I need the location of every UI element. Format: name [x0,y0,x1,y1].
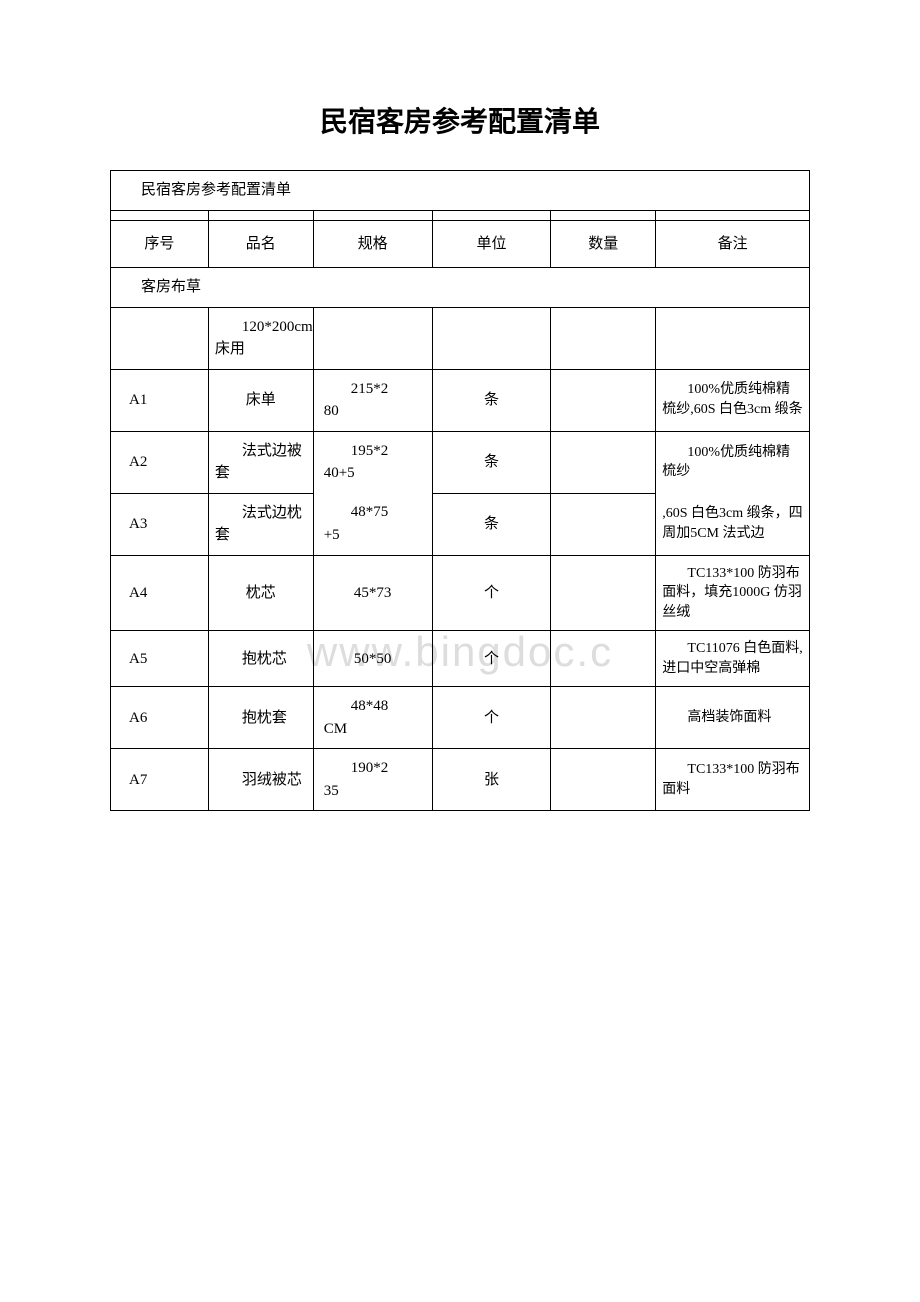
seq-cell: A4 [111,555,209,631]
note-rest: 装饰面料 [715,710,771,725]
qty-cell [551,555,656,631]
note-line1: TC13 [662,760,719,780]
section-cell: 客房布草 [111,268,810,308]
note-cell: 100%优质纯棉精梳纱 [656,431,810,493]
unit-cell: 条 [432,431,551,493]
table-title-cell: 民宿客房参考配置清单 [111,171,810,211]
qty-cell [551,687,656,749]
spec-cell: 48*48 CM [313,687,432,749]
note-line1: 100% [662,380,720,400]
section-row: 客房布草 [111,268,810,308]
header-seq: 序号 [111,220,209,268]
seq-cell: A7 [111,749,209,811]
name-cell: 法式边被套 [208,431,313,493]
note-line1: 高档 [662,708,715,728]
empty-cell [432,307,551,369]
note-cell: TC11076 白色面料,进口中空高弹棉 [656,631,810,687]
name-cell: 羽绒被芯 [208,749,313,811]
header-note: 备注 [656,220,810,268]
table-container: 民宿客房参考配置清单 序号 品名 规格 单位 数量 备注 客房布草 120*20… [110,170,810,811]
unit-cell: 张 [432,749,551,811]
unit-cell: 条 [432,369,551,431]
spec-line1: 48*48 [324,695,426,718]
spec-cell: 190*2 35 [313,749,432,811]
spacer-cell [111,210,209,220]
note-cell: ,60S 白色3cm 缎条，四周加5CM 法式边 [656,493,810,555]
spec-cell: 50*50 [313,631,432,687]
spec-line2: 35 [324,783,339,799]
spec-line2: 40+5 [324,465,355,481]
spec-line1: 190*2 [324,757,426,780]
spacer-cell [432,210,551,220]
seq-cell: A2 [111,431,209,493]
table-row: A2 法式边被套 195*2 40+5 条 100%优质纯棉精梳纱 [111,431,810,493]
seq-cell: A1 [111,369,209,431]
empty-cell [656,307,810,369]
header-unit: 单位 [432,220,551,268]
empty-cell [313,307,432,369]
subsection-cell: 120*200cm 床用 [208,307,313,369]
spec-line1: 215*2 [324,378,426,401]
table-row: A1 床单 215*2 80 条 100%优质纯棉精梳纱,60S 白色3cm 缎条 [111,369,810,431]
table-row: A5 抱枕芯 50*50 个 TC11076 白色面料,进口中空高弹棉 [111,631,810,687]
seq-cell: A5 [111,631,209,687]
unit-cell: 条 [432,493,551,555]
header-qty: 数量 [551,220,656,268]
table-title-row: 民宿客房参考配置清单 [111,171,810,211]
spec-cell: 48*75 +5 [313,493,432,555]
unit-cell: 个 [432,631,551,687]
note-cell: TC133*100 防羽布面料，填充1000G 仿羽丝绒 [656,555,810,631]
qty-cell [551,369,656,431]
note-line1: 100% [662,443,720,463]
spec-cell: 45*73 [313,555,432,631]
subsection-row: 120*200cm 床用 [111,307,810,369]
spec-line2: 80 [324,403,339,419]
qty-cell [551,749,656,811]
spec-line1: 195*2 [324,440,426,463]
spacer-cell [551,210,656,220]
note-line1: TC13 [662,564,719,584]
table-row: A7 羽绒被芯 190*2 35 张 TC133*100 防羽布面料 [111,749,810,811]
spec-line2: +5 [324,527,340,543]
unit-cell: 个 [432,555,551,631]
spacer-row [111,210,810,220]
name-cell: 枕芯 [208,555,313,631]
name-cell: 法式边枕套 [208,493,313,555]
note-rest: ,60S 白色3cm 缎条，四周加5CM 法式边 [662,506,802,541]
spec-cell: 195*2 40+5 [313,431,432,493]
unit-cell: 个 [432,687,551,749]
seq-cell: A6 [111,687,209,749]
name-cell: 抱枕芯 [208,631,313,687]
name-cell: 抱枕套 [208,687,313,749]
page-title: 民宿客房参考配置清单 [110,100,810,140]
header-spec: 规格 [313,220,432,268]
seq-cell: A3 [111,493,209,555]
config-table: 民宿客房参考配置清单 序号 品名 规格 单位 数量 备注 客房布草 120*20… [110,170,810,811]
table-row: A6 抱枕套 48*48 CM 个 高档装饰面料 [111,687,810,749]
spec-line2: CM [324,721,347,737]
name-cell: 床单 [208,369,313,431]
note-cell: 高档装饰面料 [656,687,810,749]
note-cell: 100%优质纯棉精梳纱,60S 白色3cm 缎条 [656,369,810,431]
table-row: A4 枕芯 45*73 个 TC133*100 防羽布面料，填充1000G 仿羽… [111,555,810,631]
empty-cell [111,307,209,369]
qty-cell [551,493,656,555]
header-row: 序号 品名 规格 单位 数量 备注 [111,220,810,268]
spec-line1: 48*75 [324,501,426,524]
header-name: 品名 [208,220,313,268]
spec-cell: 215*2 80 [313,369,432,431]
table-row: A3 法式边枕套 48*75 +5 条 ,60S 白色3cm 缎条，四周加5CM … [111,493,810,555]
spacer-cell [656,210,810,220]
qty-cell [551,631,656,687]
spacer-cell [208,210,313,220]
note-line1: TC11 [662,639,719,659]
qty-cell [551,431,656,493]
spacer-cell [313,210,432,220]
empty-cell [551,307,656,369]
note-cell: TC133*100 防羽布面料 [656,749,810,811]
